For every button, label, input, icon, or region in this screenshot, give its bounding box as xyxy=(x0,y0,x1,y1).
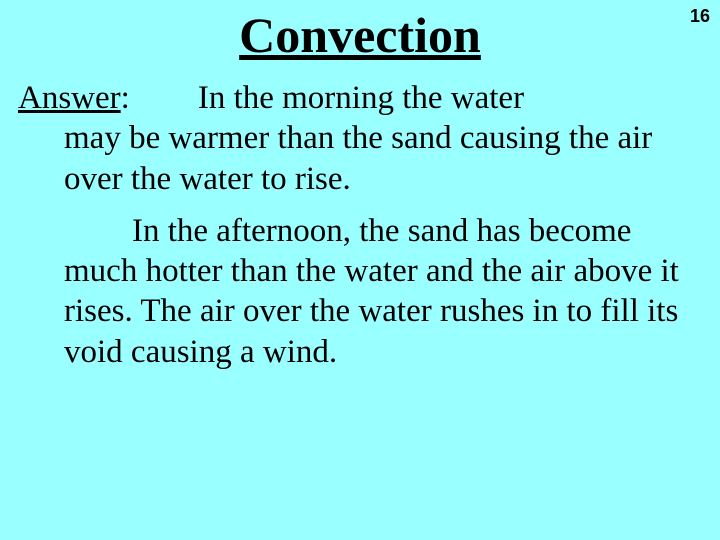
para2-first-line: In the afternoon, the sand has xyxy=(132,213,521,249)
para1-first-line: In the morning the water xyxy=(198,80,524,116)
slide-title: Convection xyxy=(0,0,720,78)
colon: : xyxy=(121,80,130,116)
body-content: Answer: In the morning the water may be w… xyxy=(0,78,720,372)
paragraph-2: In the afternoon, the sand has become mu… xyxy=(18,211,704,372)
para1-rest: may be warmer than the sand causing the … xyxy=(18,118,704,199)
page-number: 16 xyxy=(690,6,710,27)
answer-label: Answer xyxy=(18,80,121,116)
paragraph-1: Answer: In the morning the water may be w… xyxy=(18,78,704,199)
